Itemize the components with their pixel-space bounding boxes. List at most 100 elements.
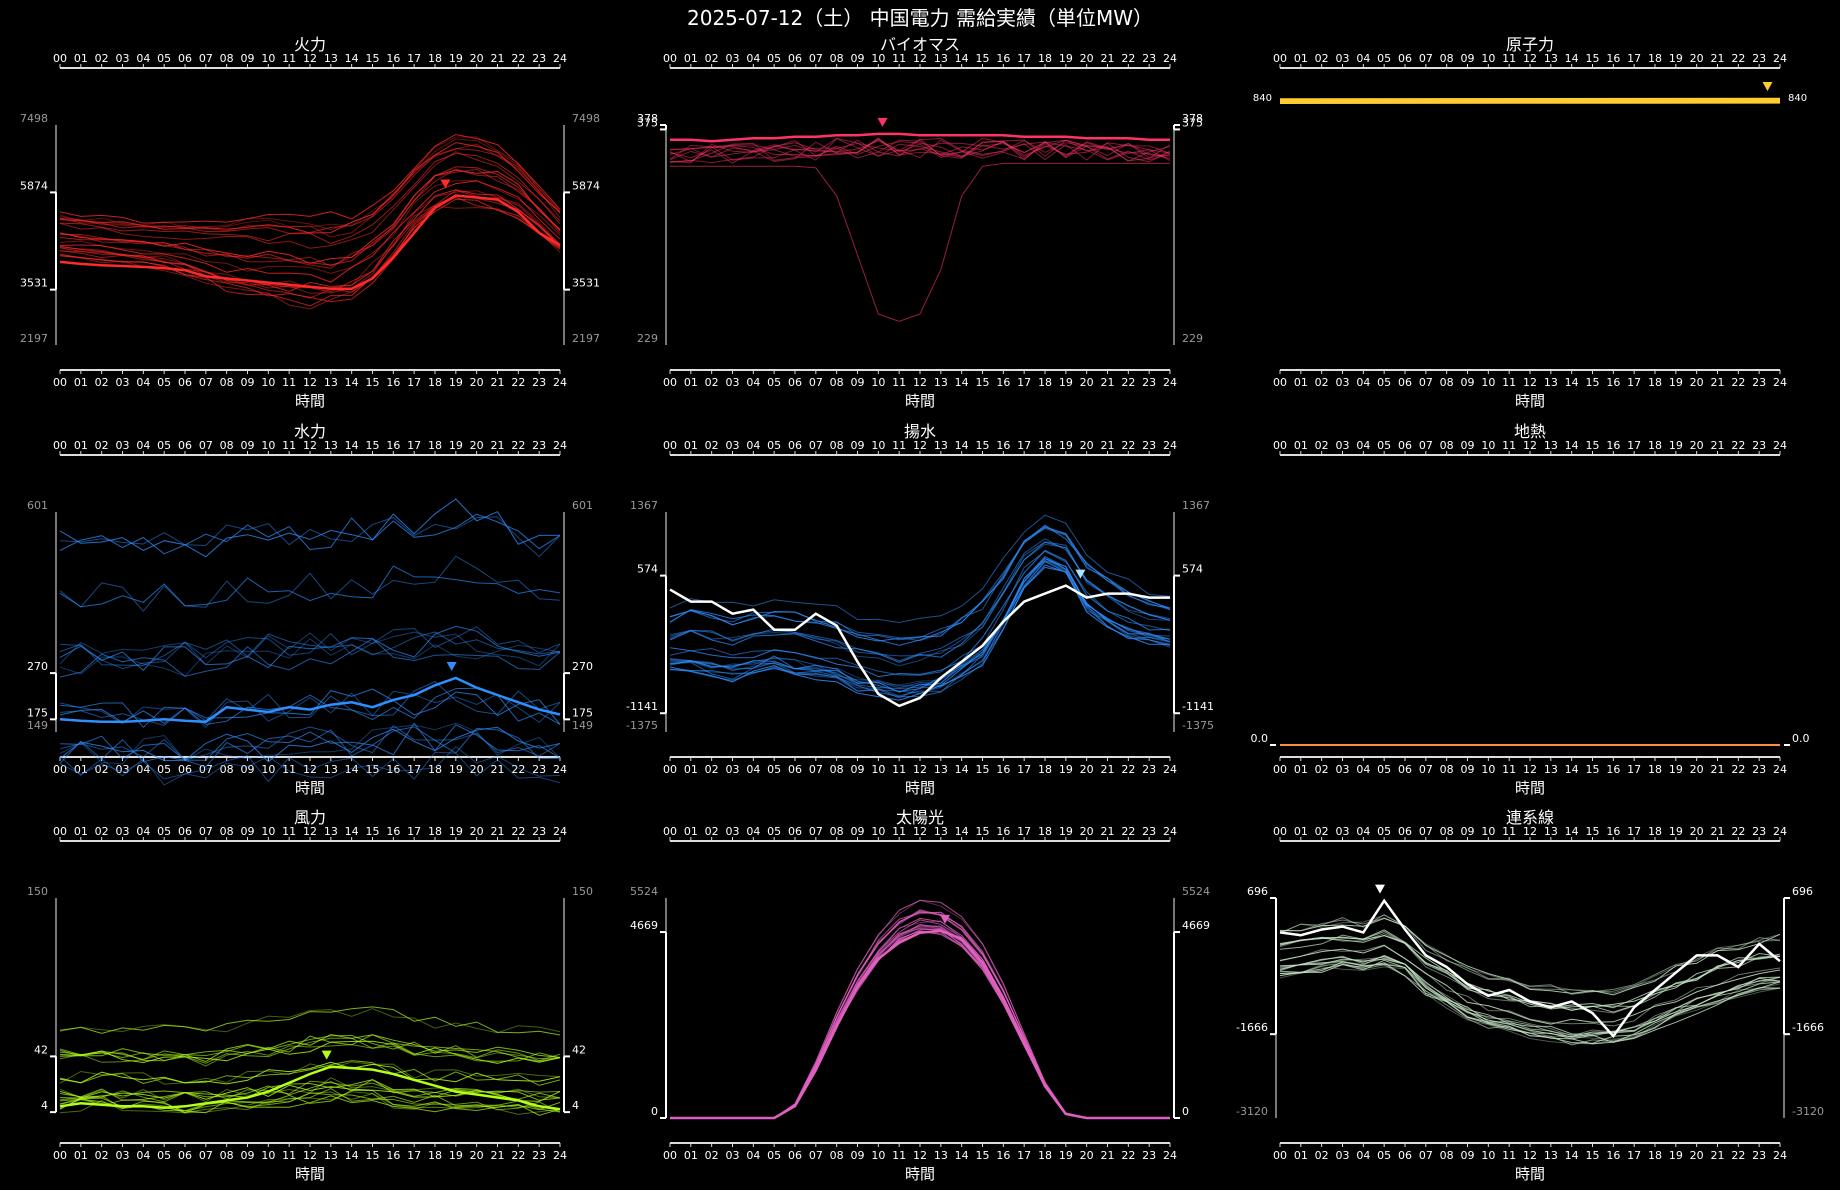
hour-label-solar: 03 (726, 825, 740, 838)
hour-label-nuclear: 24 (1773, 376, 1787, 389)
hour-label-hydro: 03 (116, 763, 130, 776)
history-line-pumped (669, 549, 1171, 678)
hour-label-interconnect: 00 (1273, 1149, 1287, 1162)
hour-label-hydro: 09 (241, 763, 255, 776)
hour-label-geothermal: 21 (1711, 763, 1725, 776)
hour-label-nuclear: 23 (1752, 52, 1766, 65)
hour-label-geothermal: 21 (1711, 439, 1725, 452)
hour-label-wind: 09 (241, 825, 255, 838)
history-line-thermal (59, 190, 561, 289)
hour-label-pumped: 12 (913, 439, 927, 452)
hour-label-geothermal: 04 (1356, 439, 1370, 452)
hour-label-biomass: 22 (1121, 376, 1135, 389)
hour-label-pumped: 14 (955, 763, 969, 776)
hour-label-geothermal: 19 (1669, 763, 1683, 776)
history-line-interconnect (1279, 945, 1781, 1025)
hour-label-interconnect: 06 (1398, 1149, 1412, 1162)
hour-label-interconnect: 20 (1690, 1149, 1704, 1162)
hour-label-pumped: 17 (1017, 763, 1031, 776)
hour-label-geothermal: 14 (1565, 439, 1579, 452)
history-line-biomass (669, 139, 1171, 163)
hour-label-wind: 02 (95, 1149, 109, 1162)
hour-label-biomass: 11 (892, 376, 906, 389)
hour-label-nuclear: 18 (1648, 376, 1662, 389)
hour-label-wind: 10 (261, 1149, 275, 1162)
hour-label-geothermal: 10 (1481, 763, 1495, 776)
panel-title-solar: 太陽光 (896, 808, 944, 827)
hour-label-geothermal: 22 (1731, 763, 1745, 776)
hour-label-pumped: 12 (913, 763, 927, 776)
hour-label-nuclear: 09 (1461, 376, 1475, 389)
hour-label-biomass: 02 (705, 52, 719, 65)
hour-label-thermal: 21 (491, 52, 505, 65)
hour-label-geothermal: 20 (1690, 439, 1704, 452)
hour-label-interconnect: 06 (1398, 825, 1412, 838)
hour-label-pumped: 16 (996, 763, 1010, 776)
hour-label-geothermal: 24 (1773, 439, 1787, 452)
hour-label-interconnect: 01 (1294, 825, 1308, 838)
hour-label-biomass: 01 (684, 376, 698, 389)
history-line-hydro (59, 726, 561, 763)
hour-label-thermal: 19 (449, 52, 463, 65)
value-label-biomass: 375 (1182, 116, 1203, 129)
history-line-pumped (669, 541, 1171, 662)
hour-label-pumped: 08 (830, 763, 844, 776)
value-label-thermal: 3531 (20, 277, 48, 290)
hour-label-solar: 04 (746, 1149, 760, 1162)
history-line-interconnect (1279, 914, 1781, 995)
history-line-hydro (59, 722, 561, 765)
history-line-thermal (59, 196, 561, 303)
hour-label-geothermal: 23 (1752, 763, 1766, 776)
hour-label-pumped: 09 (851, 763, 865, 776)
hour-label-solar: 24 (1163, 1149, 1177, 1162)
hour-label-nuclear: 16 (1606, 52, 1620, 65)
hour-label-pumped: 18 (1038, 763, 1052, 776)
value-label-geothermal: 0.0 (1792, 732, 1810, 745)
hour-label-geothermal: 05 (1377, 763, 1391, 776)
hour-label-wind: 01 (74, 825, 88, 838)
hour-label-nuclear: 05 (1377, 376, 1391, 389)
value-label-thermal: 7498 (20, 112, 48, 125)
value-label-thermal: 2197 (572, 332, 600, 345)
hour-label-wind: 19 (449, 1149, 463, 1162)
history-line-interconnect (1279, 958, 1781, 1035)
hour-label-wind: 23 (532, 825, 546, 838)
hour-label-wind: 12 (303, 825, 317, 838)
hour-label-wind: 06 (178, 825, 192, 838)
hour-label-biomass: 04 (746, 52, 760, 65)
history-line-hydro (59, 638, 561, 678)
history-line-hydro (59, 626, 561, 670)
hour-label-hydro: 20 (470, 763, 484, 776)
hour-label-solar: 01 (684, 1149, 698, 1162)
hour-label-hydro: 17 (407, 763, 421, 776)
hour-label-wind: 19 (449, 825, 463, 838)
hour-label-solar: 19 (1059, 1149, 1073, 1162)
history-line-hydro (59, 725, 561, 761)
hour-label-nuclear: 11 (1502, 52, 1516, 65)
hour-label-geothermal: 08 (1440, 439, 1454, 452)
history-line-hydro (59, 688, 561, 725)
panel-title-hydro: 水力 (294, 422, 326, 441)
hour-label-pumped: 10 (871, 763, 885, 776)
hour-label-interconnect: 01 (1294, 1149, 1308, 1162)
history-line-hydro (59, 513, 561, 555)
history-line-solar (670, 926, 1170, 1119)
series-line-thermal (59, 194, 561, 291)
hour-label-thermal: 18 (428, 376, 442, 389)
hour-label-thermal: 19 (449, 376, 463, 389)
hour-label-biomass: 03 (726, 52, 740, 65)
hour-label-thermal: 15 (366, 376, 380, 389)
hour-label-solar: 02 (705, 1149, 719, 1162)
history-line-solar (670, 910, 1170, 1119)
value-label-biomass: 229 (637, 332, 658, 345)
hour-label-nuclear: 09 (1461, 52, 1475, 65)
hour-label-nuclear: 03 (1336, 52, 1350, 65)
history-line-interconnect (1279, 960, 1781, 1040)
value-label-biomass: 378 (637, 112, 658, 125)
history-line-solar (670, 920, 1170, 1119)
hour-label-solar: 18 (1038, 1149, 1052, 1162)
hour-label-hydro: 15 (366, 439, 380, 452)
hour-label-pumped: 03 (726, 439, 740, 452)
hour-label-solar: 23 (1142, 825, 1156, 838)
hour-label-pumped: 06 (788, 439, 802, 452)
